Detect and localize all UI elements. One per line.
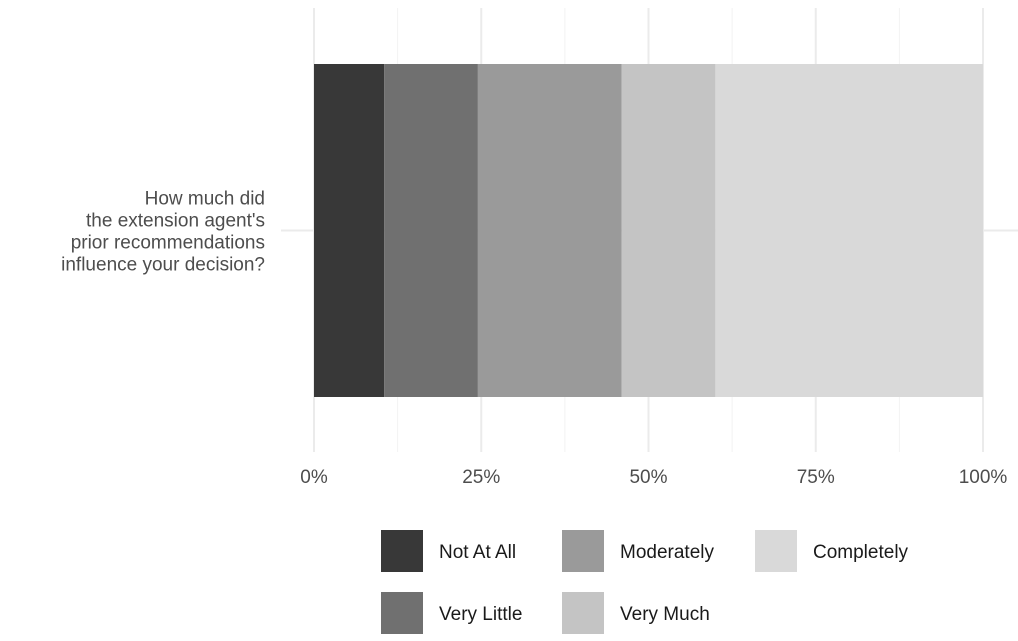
x-tick-label-1: 25% (462, 467, 500, 488)
legend-label-moderately: Moderately (620, 542, 714, 563)
legend-item-completely: Completely (755, 530, 909, 572)
legend-swatch-not-at-all (381, 530, 423, 572)
legend-item-moderately: Moderately (562, 530, 714, 572)
legend-label-very-much: Very Much (620, 604, 710, 625)
category-label-line-0: How much did (145, 189, 265, 210)
x-tick-label-2: 50% (629, 467, 667, 488)
legend-swatch-very-much (562, 592, 604, 634)
legend-swatch-very-little (381, 592, 423, 634)
x-tick-label-4: 100% (959, 467, 1008, 488)
category-label-line-1: the extension agent's (86, 211, 265, 232)
category-label-line-2: prior recommendations (71, 233, 265, 254)
category-label: How much did the extension agent's prior r… (61, 189, 265, 276)
legend-swatch-completely (755, 530, 797, 572)
bar-segment-completely (715, 64, 983, 397)
legend-item-very-much: Very Much (562, 592, 710, 634)
legend-label-very-little: Very Little (439, 604, 522, 625)
legend-item-not-at-all: Not At All (381, 530, 516, 572)
x-tick-label-0: 0% (300, 467, 328, 488)
legend-label-not-at-all: Not At All (439, 542, 516, 563)
bar-segment-moderately (477, 64, 622, 397)
bar-segment-very-much (621, 64, 716, 397)
legend-item-very-little: Very Little (381, 592, 522, 634)
bar-segment-not-at-all (314, 64, 385, 397)
bar-segment-very-little (384, 64, 478, 397)
x-tick-label-3: 75% (797, 467, 835, 488)
category-label-line-3: influence your decision? (61, 255, 265, 276)
legend-label-completely: Completely (813, 542, 909, 563)
legend-swatch-moderately (562, 530, 604, 572)
